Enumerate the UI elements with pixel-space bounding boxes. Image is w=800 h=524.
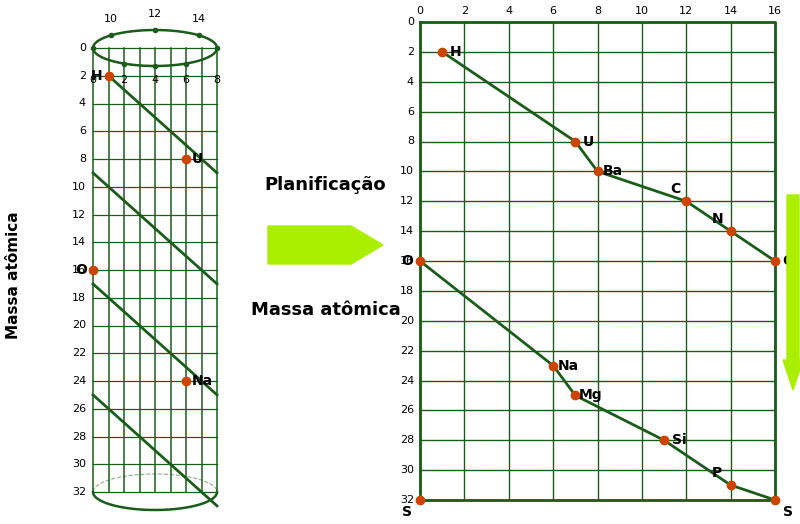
- Text: 0: 0: [417, 6, 423, 16]
- Text: 8: 8: [79, 154, 86, 164]
- Text: 0: 0: [407, 17, 414, 27]
- Text: 14: 14: [192, 14, 206, 24]
- Text: 10: 10: [635, 6, 649, 16]
- Text: N: N: [711, 212, 723, 226]
- Text: 32: 32: [400, 495, 414, 505]
- Text: 12: 12: [72, 210, 86, 220]
- FancyArrow shape: [268, 226, 383, 264]
- Text: 2: 2: [461, 6, 468, 16]
- Text: 12: 12: [400, 196, 414, 206]
- Text: Ba: Ba: [603, 165, 623, 178]
- Text: 20: 20: [72, 321, 86, 331]
- Text: 16: 16: [768, 6, 782, 16]
- Text: 30: 30: [400, 465, 414, 475]
- FancyArrow shape: [783, 195, 800, 390]
- Text: 32: 32: [72, 487, 86, 497]
- Text: 16: 16: [400, 256, 414, 266]
- Text: 0: 0: [90, 75, 97, 85]
- Text: 14: 14: [72, 237, 86, 247]
- Text: 8: 8: [594, 6, 601, 16]
- Text: 2: 2: [79, 71, 86, 81]
- Text: 12: 12: [148, 9, 162, 19]
- Text: 14: 14: [723, 6, 738, 16]
- Text: H: H: [91, 69, 102, 83]
- Text: 18: 18: [400, 286, 414, 296]
- Text: S: S: [783, 505, 794, 519]
- Text: 18: 18: [72, 293, 86, 303]
- Text: 14: 14: [400, 226, 414, 236]
- Text: 0: 0: [79, 43, 86, 53]
- Text: 12: 12: [679, 6, 694, 16]
- Text: O: O: [401, 254, 413, 268]
- Text: 4: 4: [79, 99, 86, 108]
- Text: 16: 16: [72, 265, 86, 275]
- Text: 6: 6: [407, 106, 414, 117]
- Text: O: O: [782, 254, 794, 268]
- Text: 28: 28: [400, 435, 414, 445]
- Text: 10: 10: [72, 182, 86, 192]
- Text: C: C: [670, 182, 680, 196]
- Text: P: P: [712, 466, 722, 480]
- Text: S: S: [402, 505, 412, 519]
- Text: 6: 6: [79, 126, 86, 136]
- Text: U: U: [583, 135, 594, 148]
- Text: 24: 24: [72, 376, 86, 386]
- Text: 8: 8: [407, 136, 414, 147]
- Text: Na: Na: [192, 374, 213, 388]
- Text: Mg: Mg: [579, 388, 602, 402]
- Text: Si: Si: [672, 433, 687, 447]
- Text: 28: 28: [72, 431, 86, 442]
- Text: H: H: [450, 45, 462, 59]
- Text: 4: 4: [407, 77, 414, 87]
- Text: 6: 6: [550, 6, 557, 16]
- Text: 26: 26: [72, 404, 86, 414]
- Text: 8: 8: [214, 75, 221, 85]
- Text: 20: 20: [400, 316, 414, 326]
- Text: Massa atômica: Massa atômica: [250, 301, 400, 319]
- Text: 26: 26: [400, 406, 414, 416]
- Text: 22: 22: [72, 348, 86, 358]
- Text: Na: Na: [558, 358, 579, 373]
- Text: 2: 2: [407, 47, 414, 57]
- Text: Massa atômica: Massa atômica: [6, 211, 22, 339]
- Text: U: U: [192, 152, 203, 166]
- Text: 22: 22: [400, 346, 414, 356]
- Text: Planificação: Planificação: [265, 176, 386, 194]
- Text: 30: 30: [72, 459, 86, 470]
- Text: 24: 24: [400, 376, 414, 386]
- Text: 10: 10: [104, 14, 118, 24]
- Text: 4: 4: [505, 6, 512, 16]
- Text: 2: 2: [121, 75, 127, 85]
- Text: 4: 4: [151, 75, 158, 85]
- Text: 6: 6: [182, 75, 190, 85]
- Text: 10: 10: [400, 167, 414, 177]
- Text: O: O: [75, 263, 87, 277]
